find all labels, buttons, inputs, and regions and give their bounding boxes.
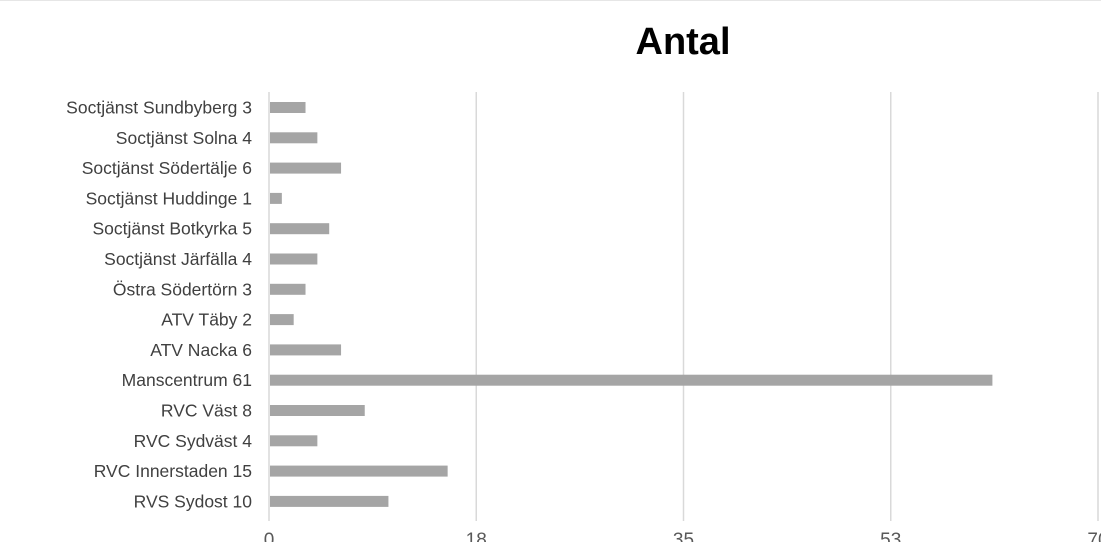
x-tick-label: 70 xyxy=(1087,530,1101,542)
category-label: RVS Sydost 10 xyxy=(134,491,253,511)
category-label: ATV Täby 2 xyxy=(161,310,252,330)
bar xyxy=(270,374,993,386)
bar xyxy=(270,283,306,295)
bar xyxy=(270,495,389,507)
category-label: Soctjänst Solna 4 xyxy=(116,128,252,148)
grid-lines xyxy=(268,92,1099,521)
bar xyxy=(270,465,448,477)
bar xyxy=(270,435,318,447)
category-label: Soctjänst Sundbyberg 3 xyxy=(66,98,252,118)
category-label: Soctjänst Huddinge 1 xyxy=(86,188,252,208)
bar xyxy=(270,132,318,144)
category-label: RVC Innerstaden 15 xyxy=(94,461,252,481)
bar xyxy=(270,314,294,326)
bar xyxy=(270,253,318,265)
x-axis-tick-labels: 0 18 35 53 70 xyxy=(264,530,1101,542)
category-label: RVC Väst 8 xyxy=(161,401,252,421)
category-label: Soctjänst Södertälje 6 xyxy=(82,158,252,178)
bars xyxy=(270,102,993,507)
bar xyxy=(270,102,306,113)
category-label: Soctjänst Järfälla 4 xyxy=(104,249,252,269)
x-tick-label: 0 xyxy=(264,530,275,542)
category-label: Östra Södertörn 3 xyxy=(113,279,252,299)
chart-title: Antal xyxy=(636,21,731,63)
category-label: Soctjänst Botkyrka 5 xyxy=(92,219,252,239)
category-labels: Soctjänst Sundbyberg 3 Soctjänst Solna 4 S… xyxy=(66,98,252,512)
bar xyxy=(270,162,342,174)
x-tick-label: 35 xyxy=(673,530,694,542)
bar xyxy=(270,344,342,356)
bar xyxy=(270,405,365,416)
x-tick-label: 18 xyxy=(466,530,487,542)
category-label: ATV Nacka 6 xyxy=(150,340,252,360)
category-label: RVC Sydväst 4 xyxy=(134,431,253,451)
bar xyxy=(270,223,330,235)
bar xyxy=(270,192,282,204)
x-tick-label: 53 xyxy=(880,530,901,542)
category-label: Manscentrum 61 xyxy=(122,370,252,390)
